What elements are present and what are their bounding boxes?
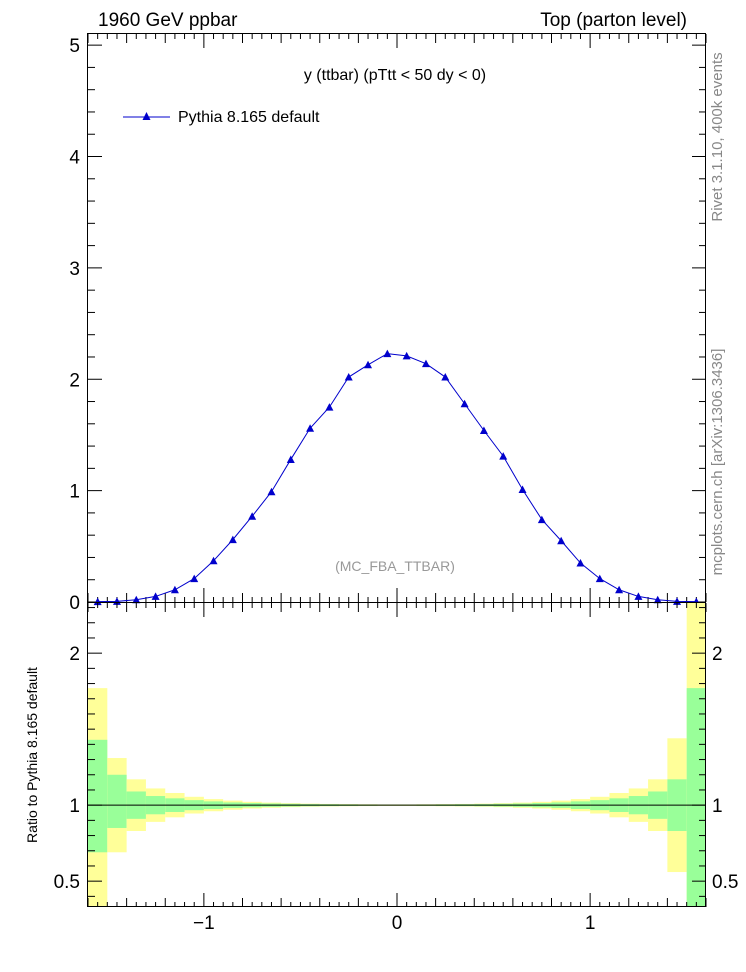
data-point bbox=[576, 559, 585, 567]
data-point bbox=[441, 373, 450, 381]
main-panel: y (ttbar) (pTtt < 50 dy < 0) Pythia 8.16… bbox=[69, 33, 707, 614]
main-ytick-label: 2 bbox=[69, 370, 80, 391]
data-point bbox=[518, 485, 527, 494]
data-point bbox=[402, 351, 411, 360]
plot-title: y (ttbar) (pTtt < 50 dy < 0) bbox=[304, 67, 486, 84]
ratio-panel: 0.5 0.5 1 1 2 2 −1 0 1 Ratio to Pythia 8.165 de… bbox=[24, 602, 738, 934]
data-point bbox=[151, 592, 160, 600]
data-point bbox=[460, 399, 469, 408]
legend: Pythia 8.165 default bbox=[123, 109, 320, 126]
data-point bbox=[209, 556, 218, 565]
data-point bbox=[421, 359, 430, 368]
data-point bbox=[306, 424, 315, 432]
ratio-band-inner bbox=[107, 774, 127, 828]
ratio-ytick-label-right: 0.5 bbox=[712, 872, 738, 893]
data-point bbox=[479, 426, 488, 434]
data-point bbox=[383, 349, 392, 358]
main-ytick-label: 0 bbox=[69, 593, 80, 614]
data-point bbox=[499, 452, 508, 460]
data-point bbox=[93, 597, 102, 606]
data-point bbox=[248, 512, 257, 520]
ratio-frame bbox=[87, 602, 706, 907]
data-point bbox=[228, 535, 237, 544]
data-point bbox=[325, 403, 334, 411]
data-point bbox=[344, 373, 353, 381]
legend-marker bbox=[142, 112, 151, 120]
ratio-ylabel: Ratio to Pythia 8.165 default bbox=[24, 667, 40, 843]
analysis-watermark: (MC_FBA_TTBAR) bbox=[335, 558, 455, 574]
data-point bbox=[190, 574, 199, 583]
data-point bbox=[132, 595, 141, 604]
ratio-band-inner bbox=[88, 739, 108, 853]
data-point bbox=[364, 360, 373, 369]
mcplots-source-label: mcplots.cern.ch [arXiv:1306.3436] bbox=[709, 349, 726, 576]
data-point bbox=[615, 585, 624, 594]
data-point bbox=[170, 585, 179, 594]
data-point bbox=[557, 536, 566, 545]
ratio-ytick-label-right: 2 bbox=[712, 644, 723, 665]
process-label: Top (parton level) bbox=[540, 10, 687, 31]
ratio-band-inner bbox=[686, 688, 706, 907]
rivet-version-label: Rivet 3.1.10, 400k events bbox=[709, 52, 726, 221]
data-point bbox=[653, 595, 662, 604]
ratio-ytick-label: 2 bbox=[69, 644, 80, 665]
series-line bbox=[97, 353, 697, 603]
ratio-ytick-label-right: 1 bbox=[712, 796, 723, 817]
data-point bbox=[537, 515, 546, 524]
main-ytick-label: 3 bbox=[69, 259, 80, 280]
main-ytick-label: 1 bbox=[69, 482, 80, 503]
ratio-ytick-label: 0.5 bbox=[54, 872, 80, 893]
data-point bbox=[267, 487, 276, 496]
legend-label: Pythia 8.165 default bbox=[178, 109, 320, 126]
main-ytick-label: 5 bbox=[69, 36, 80, 57]
main-ytick-label: 4 bbox=[69, 148, 80, 169]
ratio-xtick-label: 0 bbox=[392, 913, 403, 934]
ratio-xtick-label: −1 bbox=[193, 913, 215, 934]
data-point bbox=[634, 592, 643, 600]
data-point bbox=[286, 455, 295, 463]
data-point bbox=[595, 574, 604, 583]
ratio-xtick-label: 1 bbox=[585, 913, 596, 934]
ratio-ytick-label: 1 bbox=[69, 796, 80, 817]
energy-label: 1960 GeV ppbar bbox=[98, 10, 238, 31]
